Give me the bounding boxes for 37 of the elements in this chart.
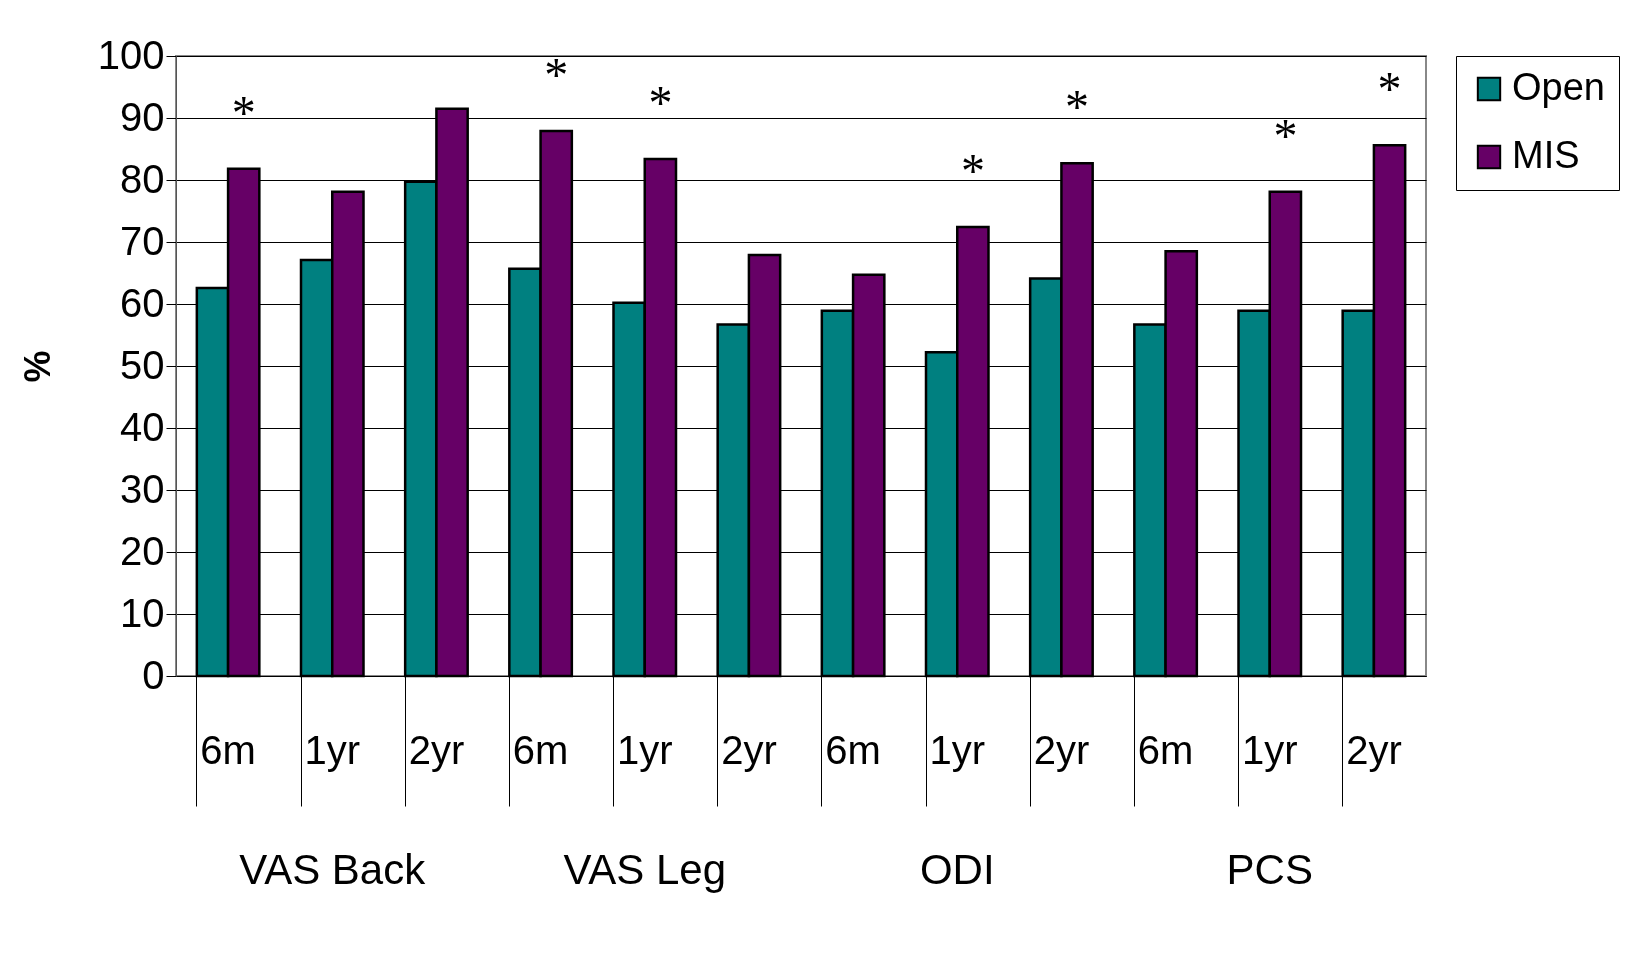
x-tick-label: 6m (825, 727, 881, 772)
y-tick-label: 0 (142, 652, 165, 697)
y-tick-label: 100 (97, 32, 165, 77)
data-label: * (231, 85, 256, 139)
x-tick-label: 1yr (304, 727, 361, 772)
legend-label: MIS (1512, 134, 1580, 176)
y-tick-label: 30 (120, 466, 165, 511)
x-tick-label: 2yr (721, 727, 777, 772)
y-tick-label: 80 (120, 156, 165, 201)
text: ODI (919, 846, 995, 893)
data-label: * (960, 144, 985, 198)
text: VAS Leg (563, 846, 727, 893)
x-tick-label: 6m (200, 727, 256, 772)
text: PCS (1226, 846, 1313, 893)
data-label: * (1377, 62, 1402, 116)
y-tick-label: 20 (120, 528, 165, 573)
y-tick-label: 40 (120, 404, 165, 449)
legend-label: Open (1512, 66, 1605, 108)
data-label: * (544, 48, 569, 102)
x-tick-label: 1yr (616, 727, 673, 772)
x-tick-label: 2yr (1033, 727, 1090, 772)
x-tick-label: 2yr (408, 727, 465, 772)
y-tick-label: 50 (120, 342, 165, 387)
x-tick-label: 2yr (1346, 727, 1402, 772)
data-label: * (1065, 80, 1090, 134)
y-tick-label: 70 (120, 218, 165, 263)
y-axis-title: % (16, 350, 58, 383)
x-tick-label: 6m (512, 727, 569, 772)
x-tick-label: 1yr (1241, 727, 1298, 772)
x-tick-label: 1yr (929, 727, 986, 772)
y-tick-label: 90 (120, 94, 165, 139)
y-tick-label: 60 (120, 280, 165, 325)
data-label: * (648, 75, 673, 129)
text: VAS Back (239, 846, 427, 893)
data-label: * (1273, 108, 1298, 162)
y-tick-label: 10 (120, 590, 165, 635)
x-tick-label: 6m (1137, 727, 1194, 772)
